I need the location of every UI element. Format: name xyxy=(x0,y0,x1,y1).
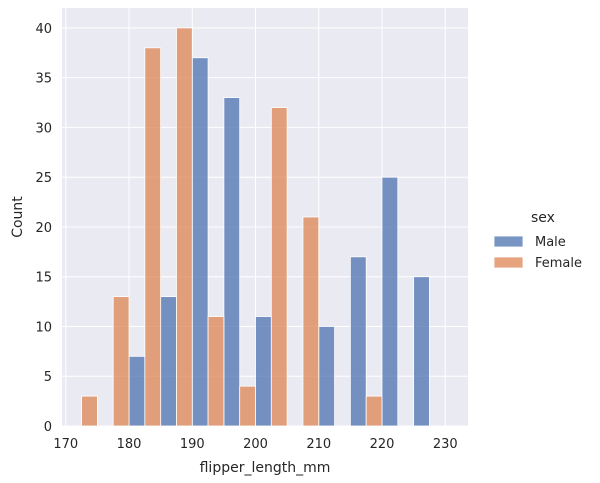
bar-female-1 xyxy=(112,296,130,427)
y-tick-label: 15 xyxy=(35,271,52,286)
bar-female-5 xyxy=(239,385,256,427)
bar-male-4 xyxy=(255,316,272,427)
y-tick-label: 20 xyxy=(35,221,52,236)
y-tick-label: 25 xyxy=(35,171,52,186)
bar-male-2 xyxy=(191,57,209,427)
bar-female-0 xyxy=(81,395,98,427)
bar-male-1 xyxy=(160,296,177,427)
bar-female-2 xyxy=(144,47,162,427)
y-tick-label: 0 xyxy=(44,420,52,435)
x-tick-label: 180 xyxy=(117,437,142,452)
x-tick-label: 210 xyxy=(306,437,331,452)
x-axis-label: flipper_length_mm xyxy=(200,460,331,476)
y-axis-label: Count xyxy=(10,196,26,238)
y-tick-label: 10 xyxy=(35,320,52,335)
bar-female-8 xyxy=(365,395,383,427)
x-tick-label: 220 xyxy=(370,437,395,452)
y-tick-label: 35 xyxy=(35,72,52,87)
legend: sex Male Female xyxy=(493,210,582,271)
bar-male-8 xyxy=(413,276,430,427)
legend-swatch-male xyxy=(493,235,524,248)
bar-male-0 xyxy=(128,355,146,427)
legend-label-male: Male xyxy=(535,235,566,250)
bar-male-5 xyxy=(318,326,335,427)
bar-female-3 xyxy=(176,27,193,427)
axes: 170 180 190 200 210 220 230 0 5 10 15 20 25 30 35 40 xyxy=(35,22,457,452)
y-tick-label: 40 xyxy=(35,22,52,37)
y-tick-label: 5 xyxy=(44,370,52,385)
legend-label-female: Female xyxy=(535,256,582,271)
bar-male-3 xyxy=(223,97,241,427)
bar-female-4 xyxy=(207,316,225,427)
y-tick-label: 30 xyxy=(35,121,52,136)
legend-swatch-female xyxy=(493,256,524,269)
x-tick-label: 170 xyxy=(53,437,78,452)
x-tick-label: 200 xyxy=(243,437,268,452)
bar-male-6 xyxy=(349,256,367,427)
plot-area xyxy=(62,8,468,427)
x-tick-label: 230 xyxy=(433,437,458,452)
bar-male-7 xyxy=(381,176,399,427)
bar-female-6 xyxy=(270,107,288,427)
x-tick-label: 190 xyxy=(180,437,205,452)
legend-title: sex xyxy=(531,210,555,226)
bar-female-7 xyxy=(302,216,320,427)
